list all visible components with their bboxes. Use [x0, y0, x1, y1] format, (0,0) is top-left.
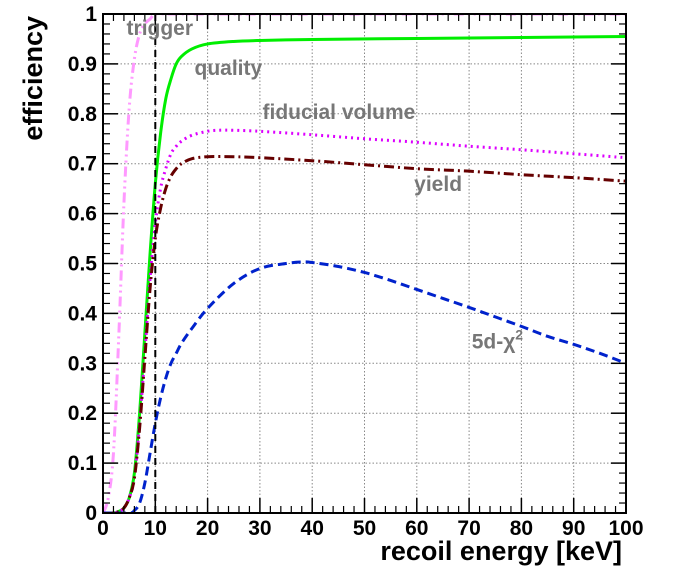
y-tick-label: 1 — [85, 3, 97, 26]
curve-label-text: quality — [195, 57, 263, 80]
y-tick-label: 0.1 — [68, 452, 98, 475]
y-tick-label: 0.4 — [68, 302, 98, 325]
x-tick-label: 40 — [301, 517, 324, 540]
x-tick-label: 10 — [144, 517, 167, 540]
series-line-2 — [103, 128, 626, 513]
curve-label-text: yield — [414, 173, 462, 196]
x-tick-label: 30 — [248, 517, 271, 540]
series-group — [103, 14, 626, 513]
x-tick-label: 70 — [457, 517, 480, 540]
curve-label-0: trigger — [127, 17, 194, 40]
curve-label-2: fiducial volume — [263, 101, 416, 124]
y-tick-labels: 0 0.1 0.2 0.3 0.4 0.5 0.6 0.7 0.8 0.9 1 — [68, 3, 98, 525]
y-tick-label: 0 — [85, 502, 97, 525]
x-tick-label: 80 — [510, 517, 533, 540]
x-tick-label: 100 — [608, 517, 643, 540]
curve-label-1: quality — [195, 57, 263, 80]
curve-label-3: yield — [414, 173, 462, 196]
series-line-4 — [103, 260, 626, 513]
x-tick-labels: 0 10 20 30 40 50 60 70 80 90 100 — [97, 517, 643, 540]
y-tick-label: 0.9 — [68, 53, 97, 76]
x-tick-label: 60 — [405, 517, 428, 540]
y-tick-label: 0.5 — [68, 253, 98, 276]
y-tick-label: 0.8 — [68, 103, 98, 126]
ticks — [102, 13, 627, 514]
curve-label-text: fiducial volume — [263, 101, 416, 124]
x-tick-label: 90 — [562, 517, 585, 540]
series-line-3 — [103, 155, 626, 513]
y-tick-label: 0.2 — [68, 402, 97, 425]
series-line-1 — [103, 34, 626, 513]
curve-label-superscript: 2 — [515, 326, 523, 342]
x-tick-label: 20 — [196, 517, 219, 540]
curve-label-text: 5d-χ — [472, 330, 516, 353]
curve-label-4: 5d-χ2 — [472, 326, 524, 353]
y-axis-title: efficiency — [18, 16, 48, 141]
x-tick-label: 0 — [97, 517, 109, 540]
x-axis-title: recoil energy [keV] — [380, 536, 622, 566]
y-tick-label: 0.6 — [68, 203, 97, 226]
y-tick-label: 0.3 — [68, 352, 97, 375]
x-tick-label: 50 — [353, 517, 376, 540]
curve-label-text: trigger — [127, 17, 194, 40]
y-tick-label: 0.7 — [68, 153, 97, 176]
